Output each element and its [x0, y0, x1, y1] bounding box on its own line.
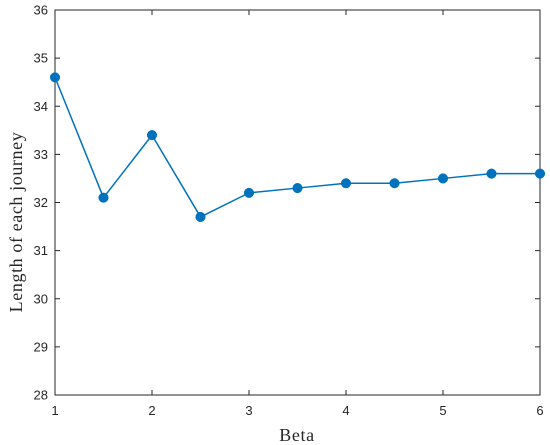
plot-area	[49, 9, 546, 396]
x-axis-label: Beta	[279, 425, 314, 445]
series-line	[54, 77, 540, 218]
x-tick-label: 6	[536, 403, 543, 418]
data-point	[195, 211, 206, 222]
y-tick-label: 30	[34, 291, 48, 306]
axes-box	[54, 9, 541, 396]
data-point	[49, 72, 61, 83]
data-point	[389, 178, 400, 189]
y-tick-label: 36	[34, 3, 48, 18]
x-tick-label: 3	[245, 403, 252, 418]
data-point	[243, 187, 255, 198]
data-point	[340, 178, 352, 189]
y-tick-label: 34	[34, 99, 48, 114]
axis-ticks	[54, 9, 541, 396]
y-axis-label: Length of each journey	[6, 132, 26, 313]
y-tick-label: 28	[34, 388, 48, 403]
y-tick-label: 29	[34, 339, 48, 354]
y-tick-label: 32	[34, 195, 48, 210]
data-point	[292, 183, 303, 194]
x-tick-label: 1	[51, 403, 58, 418]
y-tick-label: 31	[34, 243, 48, 258]
y-tick-label: 35	[34, 51, 48, 66]
data-point	[486, 168, 497, 179]
x-tick-label: 5	[439, 403, 446, 418]
data-point	[534, 168, 546, 179]
y-tick-label: 33	[34, 147, 48, 162]
x-tick-label: 2	[148, 403, 155, 418]
x-tick-label: 4	[342, 403, 349, 418]
data-point	[437, 173, 449, 184]
data-point	[98, 192, 109, 203]
data-point	[146, 130, 158, 141]
